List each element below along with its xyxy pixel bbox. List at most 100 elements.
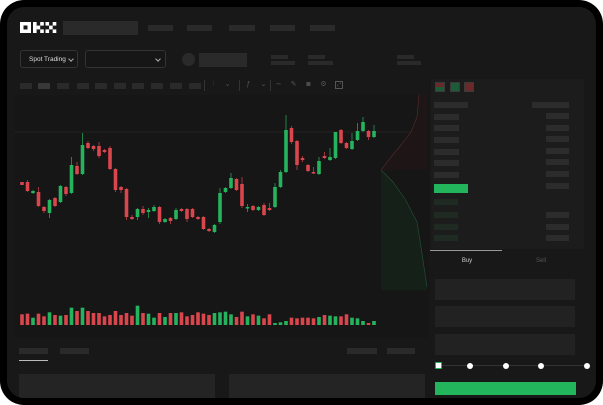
timeframe-button-active[interactable] <box>38 83 50 89</box>
amount-input[interactable] <box>435 306 575 327</box>
ask-row[interactable] <box>434 125 459 131</box>
tab-sell[interactable]: Sell <box>535 258 546 264</box>
candle-body <box>91 146 96 149</box>
depth-bids-area <box>381 170 427 290</box>
candle-body <box>229 178 233 188</box>
bid-row[interactable] <box>434 224 458 230</box>
depth-asks-area <box>381 95 427 170</box>
stat-value <box>397 61 421 65</box>
volume-bar <box>229 314 233 325</box>
nav-item[interactable] <box>229 25 255 31</box>
pencil-icon[interactable]: ✎ <box>290 81 297 88</box>
line-icon[interactable]: ∼ <box>275 81 282 88</box>
nav-item[interactable] <box>270 25 295 31</box>
candle-body <box>245 207 250 209</box>
volume-bar <box>201 313 206 325</box>
asks-only-icon[interactable] <box>464 82 474 92</box>
timeframe-button[interactable] <box>189 83 201 89</box>
ask-row[interactable] <box>434 149 459 155</box>
slider-stop-25[interactable] <box>467 363 473 369</box>
coin-icon <box>182 53 195 66</box>
price-input[interactable] <box>435 279 575 300</box>
candle-body <box>168 218 173 221</box>
ask-amount <box>546 183 569 189</box>
bid-row[interactable] <box>434 212 458 218</box>
bids-only-icon[interactable] <box>450 82 460 92</box>
candle-body <box>190 209 195 217</box>
slider-stop-75[interactable] <box>538 363 544 369</box>
orders-panel <box>19 374 215 398</box>
volume-bar <box>20 314 24 325</box>
view-all-button[interactable] <box>387 348 415 354</box>
okx-logo[interactable] <box>20 22 57 34</box>
fullscreen-icon[interactable]: ⤢ <box>335 81 343 89</box>
slider-stop-50[interactable] <box>503 363 509 369</box>
total-input[interactable] <box>435 334 575 355</box>
candle-body <box>130 217 134 219</box>
market-dropdown[interactable]: Spot Trading <box>20 50 78 68</box>
bid-row[interactable] <box>434 199 458 205</box>
both-sides-icon[interactable] <box>435 82 445 92</box>
timeframe-button[interactable] <box>57 83 69 89</box>
candle-body <box>75 166 79 174</box>
timeframe-button[interactable] <box>170 83 182 89</box>
volume-bar <box>124 313 129 325</box>
ask-row[interactable] <box>434 172 459 178</box>
candlestick-chart[interactable] <box>7 7 596 398</box>
ask-row[interactable] <box>434 160 459 166</box>
stat-label <box>271 55 288 59</box>
market-dropdown-label: Spot Trading <box>29 55 66 63</box>
timeframe-button[interactable] <box>114 83 126 89</box>
slider-track[interactable] <box>438 365 588 366</box>
volume-bar <box>333 316 338 325</box>
buy-submit-button[interactable] <box>435 382 576 395</box>
ask-amount <box>546 136 569 142</box>
camera-icon[interactable]: ◙ <box>306 81 311 88</box>
filter-button[interactable] <box>347 348 377 354</box>
candle-body <box>372 131 376 137</box>
timeframe-button[interactable] <box>77 83 89 89</box>
chevron-down-icon[interactable]: ⌄ <box>224 81 231 88</box>
slider-handle[interactable] <box>435 362 442 369</box>
timeframe-button[interactable] <box>132 83 144 89</box>
candle-body <box>262 205 266 215</box>
volume-bar <box>207 315 211 325</box>
tab-buy[interactable]: Buy <box>461 258 473 264</box>
volume-bar <box>245 316 250 325</box>
ask-row[interactable] <box>434 137 459 143</box>
candle-body <box>366 131 371 137</box>
candle-body <box>218 193 222 222</box>
tab-open-orders[interactable] <box>19 348 48 354</box>
timeframe-button[interactable] <box>20 83 32 89</box>
nav-item[interactable] <box>187 25 212 31</box>
candle-body <box>306 165 310 171</box>
volume-bar <box>69 307 74 325</box>
indicator-icon[interactable]: ƒ <box>246 81 251 88</box>
tab-order-history[interactable] <box>60 348 89 354</box>
timeframe-button[interactable] <box>95 83 107 89</box>
volume-bar <box>113 311 118 325</box>
nav-item[interactable] <box>148 25 173 31</box>
ask-amount <box>546 171 569 177</box>
slider-stop-100[interactable] <box>584 363 590 369</box>
search-bar[interactable] <box>63 21 138 35</box>
volume-bar <box>53 315 57 325</box>
candles-icon[interactable]: ⫶ <box>212 81 215 88</box>
candle-body <box>53 198 57 206</box>
candle-body <box>212 225 217 232</box>
candle-body <box>97 146 101 156</box>
nav-item[interactable] <box>310 25 335 31</box>
bid-row[interactable] <box>434 235 458 241</box>
settings-icon[interactable]: ⚙ <box>320 81 327 88</box>
volume-bar <box>295 318 299 325</box>
volume-bar <box>157 313 162 325</box>
volume-bar <box>212 313 217 325</box>
chevron-down-icon[interactable]: ⌄ <box>260 81 267 88</box>
volume-bar <box>86 311 90 325</box>
timeframe-button[interactable] <box>151 83 163 89</box>
candle-body <box>185 209 189 219</box>
pair-dropdown[interactable] <box>85 50 166 68</box>
volume-bar <box>300 317 305 325</box>
ask-row[interactable] <box>434 114 459 120</box>
candle-body <box>328 157 332 160</box>
